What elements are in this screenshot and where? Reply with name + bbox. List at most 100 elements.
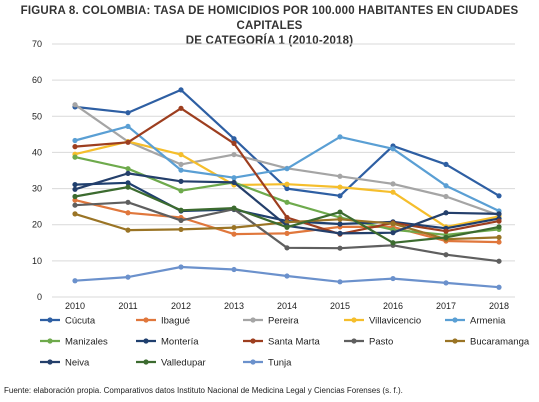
data-point (443, 280, 449, 286)
legend-item: Valledupar (136, 358, 206, 369)
data-point (72, 154, 78, 160)
data-point (231, 151, 237, 158)
y-tick-label: 20 (32, 220, 42, 230)
data-point (496, 239, 502, 245)
legend-swatch-marker (47, 338, 53, 344)
legend-label: Ibagué (161, 316, 190, 327)
data-point (443, 161, 449, 167)
data-point (231, 175, 237, 181)
chart-title-line-1: FIGURA 8. COLOMBIA: TASA DE HOMICIDIOS P… (20, 5, 519, 32)
legend-label: Montería (161, 337, 199, 348)
legend-swatch-marker (47, 317, 53, 323)
data-point (443, 228, 449, 234)
x-tick-label: 2011 (118, 301, 137, 311)
data-point (125, 180, 131, 186)
legend-item: Ibagué (136, 316, 190, 327)
data-point (72, 186, 78, 192)
data-point (337, 173, 343, 179)
legend-item: Tunja (243, 358, 292, 369)
source-note: Fuente: elaboración propia. Comparativos… (4, 386, 403, 395)
legend-label: Villavicencio (369, 316, 421, 327)
y-tick-label: 70 (32, 39, 42, 49)
data-point (390, 240, 396, 246)
y-tick-label: 60 (32, 75, 42, 85)
legend-swatch-marker (250, 317, 256, 323)
data-point (284, 230, 290, 236)
data-point (284, 199, 290, 205)
legend-swatch-marker (452, 338, 458, 344)
x-tick-label: 2018 (489, 301, 509, 311)
legend-label: Manizales (65, 337, 108, 348)
series-lines (72, 87, 502, 290)
series-tunja (72, 264, 502, 290)
legend-label: Santa Marta (268, 337, 320, 348)
data-point (443, 210, 449, 216)
y-tick-label: 40 (32, 147, 42, 157)
legend-item: Montería (136, 337, 199, 348)
data-point (496, 211, 502, 217)
data-point (231, 205, 237, 211)
legend-label: Valledupar (161, 358, 206, 369)
data-point (231, 225, 237, 231)
data-point (231, 136, 237, 142)
data-point (125, 184, 131, 190)
y-tick-label: 10 (32, 256, 42, 266)
data-point (443, 193, 449, 200)
x-tick-label: 2016 (383, 301, 403, 311)
data-point (284, 181, 290, 187)
series-cúcuta (72, 87, 502, 199)
data-point (178, 226, 184, 233)
legend-swatch-marker (351, 317, 357, 323)
data-point (125, 227, 131, 233)
data-point (231, 266, 237, 273)
data-point (72, 137, 78, 144)
data-point (337, 134, 343, 140)
data-point (337, 193, 343, 199)
data-point (496, 258, 502, 264)
data-point (72, 278, 78, 284)
data-point (284, 245, 290, 251)
data-point (496, 193, 502, 199)
legend-label: Armenia (470, 316, 506, 327)
data-point (231, 140, 237, 146)
data-point (178, 151, 184, 158)
y-tick-label: 0 (37, 292, 42, 302)
data-point (337, 230, 343, 236)
data-point (390, 146, 396, 152)
legend-label: Tunja (268, 358, 292, 369)
data-point (284, 273, 290, 279)
series-santa-marta (72, 105, 502, 237)
data-point (443, 234, 449, 240)
data-point (72, 102, 78, 108)
data-point (337, 279, 343, 285)
data-point (125, 139, 131, 145)
data-point (496, 284, 502, 290)
data-point (125, 170, 131, 176)
data-point (72, 181, 78, 188)
data-point (337, 245, 343, 251)
data-point (178, 264, 184, 270)
y-tick-label: 30 (32, 184, 42, 194)
data-point (72, 193, 78, 200)
y-tick-label: 50 (32, 111, 42, 121)
data-point (390, 275, 396, 282)
legend-label: Bucaramanga (470, 337, 530, 348)
data-point (72, 197, 78, 203)
x-tick-label: 2012 (171, 301, 191, 311)
legend-item: Armenia (445, 316, 506, 327)
series-valledupar (72, 184, 502, 246)
legend-item: Manizales (40, 337, 108, 348)
data-point (390, 181, 396, 187)
legend-item: Neiva (40, 358, 90, 369)
data-point (284, 224, 290, 230)
data-point (443, 252, 449, 258)
legend-item: Pasto (344, 337, 393, 348)
data-point (284, 166, 290, 172)
data-point (496, 218, 502, 224)
legend-swatch-marker (250, 338, 256, 344)
data-point (443, 183, 449, 189)
data-point (72, 211, 78, 217)
data-point (178, 217, 184, 223)
data-point (125, 166, 131, 172)
x-axis-tick-labels: 2010 2011 2012 2013 2014 2015 2016 2017 2018 (65, 301, 509, 311)
